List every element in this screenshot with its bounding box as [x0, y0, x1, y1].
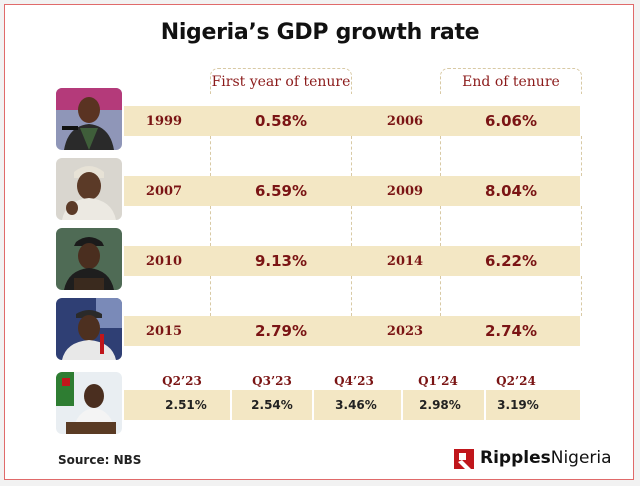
quarter-growth-value: 2.51% — [165, 398, 207, 412]
column-header-first-year: First year of tenure — [211, 74, 351, 90]
tenure-row-band — [124, 246, 580, 276]
end-growth-value: 6.22% — [484, 252, 538, 270]
start-year-label: 2010 — [145, 254, 183, 269]
president-portrait-photo — [56, 158, 122, 220]
dashed-connector — [351, 276, 352, 316]
president-portrait-photo — [56, 228, 122, 290]
dashed-connector — [351, 206, 352, 246]
quarter-growth-value: 3.19% — [497, 398, 539, 412]
president-portrait-photo — [56, 298, 122, 360]
quarter-separator — [484, 390, 486, 420]
dashed-connector — [440, 136, 441, 176]
quarter-label: Q1’24 — [418, 374, 458, 388]
tenure-row-band — [124, 106, 580, 136]
dashed-connector — [440, 206, 441, 246]
quarter-label: Q2’23 — [162, 374, 202, 388]
source-note: Source: NBS — [58, 453, 142, 467]
quarter-growth-value: 2.98% — [419, 398, 461, 412]
dashed-connector — [581, 276, 582, 316]
start-growth-value: 9.13% — [254, 252, 308, 270]
first-year-column-frame — [210, 68, 352, 94]
brand-name-bold: Ripples — [480, 448, 551, 468]
brand-name-regular: Nigeria — [550, 448, 612, 468]
quarterly-row-band — [124, 390, 580, 420]
ripples-logo-icon — [454, 449, 474, 470]
end-year-label: 2023 — [386, 324, 424, 339]
quarter-separator — [312, 390, 314, 420]
end-growth-value: 2.74% — [484, 322, 538, 340]
tenure-row-band — [124, 176, 580, 206]
brand-name: RipplesNigeria — [480, 448, 612, 468]
quarter-label: Q2’24 — [496, 374, 536, 388]
end-growth-value: 6.06% — [484, 112, 538, 130]
start-year-label: 2015 — [145, 324, 183, 339]
end-of-tenure-column-frame — [440, 68, 582, 94]
president-portrait-photo — [56, 88, 122, 150]
start-growth-value: 0.58% — [254, 112, 308, 130]
dashed-connector — [440, 276, 441, 316]
quarter-label: Q3’23 — [252, 374, 292, 388]
dashed-connector — [210, 276, 211, 316]
quarter-growth-value: 3.46% — [335, 398, 377, 412]
dashed-connector — [581, 136, 582, 176]
column-header-end-of-tenure: End of tenure — [462, 74, 560, 90]
dashed-connector — [210, 136, 211, 176]
dashed-connector — [581, 206, 582, 246]
dashed-connector — [210, 206, 211, 246]
quarter-growth-value: 2.54% — [251, 398, 293, 412]
end-year-label: 2009 — [386, 184, 424, 199]
quarter-label: Q4’23 — [334, 374, 374, 388]
chart-title: Nigeria’s GDP growth rate — [160, 20, 480, 45]
end-year-label: 2006 — [386, 114, 424, 129]
start-year-label: 1999 — [145, 114, 183, 129]
president-portrait-photo — [56, 372, 122, 434]
quarter-separator — [401, 390, 403, 420]
end-year-label: 2014 — [386, 254, 424, 269]
start-growth-value: 2.79% — [254, 322, 308, 340]
start-growth-value: 6.59% — [254, 182, 308, 200]
start-year-label: 2007 — [145, 184, 183, 199]
quarter-separator — [230, 390, 232, 420]
tenure-row-band — [124, 316, 580, 346]
end-growth-value: 8.04% — [484, 182, 538, 200]
dashed-connector — [351, 136, 352, 176]
